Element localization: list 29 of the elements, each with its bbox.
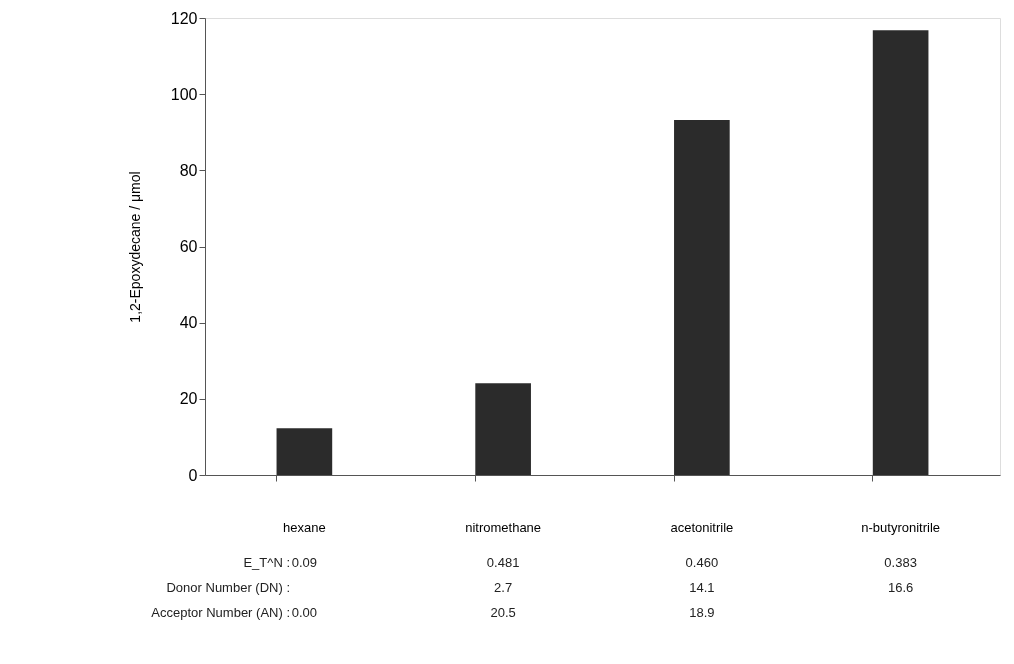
- text: 0.00: [291, 605, 318, 620]
- x-tick-label: nitromethane: [465, 519, 542, 535]
- x-tick-label: n-butyronitrile: [861, 519, 941, 535]
- bar: [872, 30, 929, 475]
- text: 0.481: [486, 555, 520, 570]
- y-tick-label: 60: [179, 238, 198, 255]
- x-tick-label: hexane: [283, 519, 326, 535]
- bar: [475, 383, 531, 475]
- y-tick-label: 40: [179, 314, 198, 332]
- text: 16.6: [887, 580, 914, 595]
- text: Acceptor Number (AN) :: [151, 605, 290, 620]
- bar: [276, 428, 333, 475]
- text: 0.460: [685, 555, 719, 570]
- x-tick-label: acetonitrile: [670, 519, 734, 535]
- y-tick-label: 0: [188, 466, 198, 484]
- y-axis-title: 1,2-Epoxydecane / μmol: [126, 171, 143, 323]
- bar: [674, 120, 730, 475]
- text: 14.1: [689, 580, 715, 595]
- y-tick-label: 20: [179, 390, 198, 408]
- y-tick-label: 120: [170, 9, 198, 27]
- text: 18.9: [689, 605, 715, 620]
- text: 0.09: [291, 555, 318, 570]
- text: 20.5: [490, 605, 516, 620]
- text: E_T^N :: [243, 555, 290, 570]
- text: 2.7: [494, 580, 513, 595]
- y-tick-label: 80: [179, 161, 198, 179]
- y-tick-label: 100: [170, 85, 198, 103]
- text: Donor Number (DN) :: [166, 580, 290, 595]
- text: 0.383: [884, 555, 917, 570]
